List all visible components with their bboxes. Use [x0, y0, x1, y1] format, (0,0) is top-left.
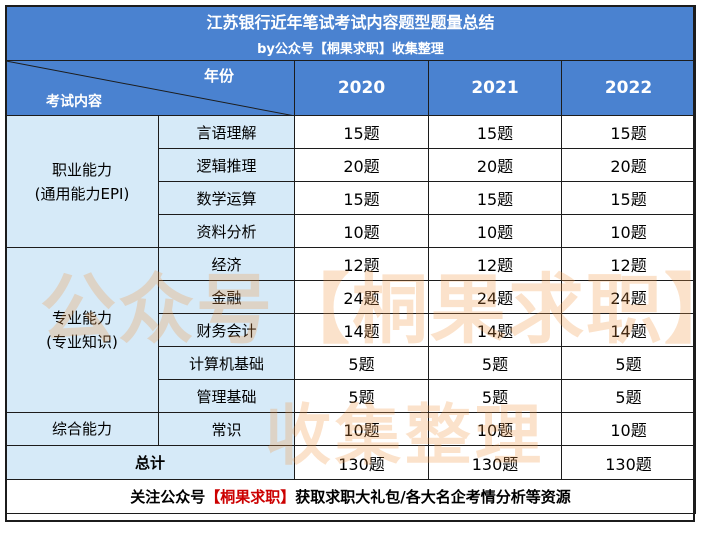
footer-prefix: 关注公众号 — [130, 488, 206, 506]
year-header-label: 年份 — [203, 67, 234, 85]
table-row: 计算机基础 5题 5题 5题 — [6, 346, 697, 380]
table-row: 资料分析 10题 10题 10题 — [6, 214, 697, 248]
value-cell: 14题 — [294, 313, 429, 347]
table-row: 专业能力 (专业知识) 经济 12题 12题 12题 — [5, 247, 697, 413]
table-row: 管理基础 5题 5题 5题 — [6, 379, 697, 413]
subject-cell: 金融 — [158, 280, 295, 314]
subject-cell: 管理基础 — [158, 379, 295, 413]
total-label: 总计 — [5, 445, 295, 480]
category-name: 专业能力 — [51, 309, 112, 327]
value-cell: 20题 — [428, 148, 562, 182]
value-cell: 15题 — [560, 181, 697, 215]
value-cell: 12题 — [560, 247, 697, 281]
year-column-header: 2021 — [428, 60, 562, 116]
content-header-label: 考试内容 — [46, 94, 102, 110]
value-cell: 10题 — [428, 214, 562, 248]
value-cell: 5题 — [560, 346, 697, 380]
value-cell: 5题 — [294, 346, 429, 380]
subject-cell: 经济 — [158, 247, 295, 281]
value-cell: 5题 — [294, 379, 429, 413]
category-name: 职业能力 — [51, 160, 112, 179]
table-row: 数学运算 15题 15题 15题 — [6, 181, 697, 215]
value-cell: 24题 — [428, 280, 562, 314]
subject-cell: 言语理解 — [158, 115, 295, 149]
value-cell: 5题 — [560, 379, 697, 413]
value-cell: 15题 — [294, 181, 429, 215]
year-column-header: 2022 — [560, 60, 697, 116]
value-cell: 20题 — [294, 148, 429, 182]
table-title: 江苏银行近年笔试考试内容题型题量总结 — [4, 5, 697, 36]
table-row: 金融 24题 24题 24题 — [6, 280, 697, 314]
value-cell: 15题 — [294, 115, 429, 149]
total-value-cell: 130题 — [560, 445, 697, 480]
outer-border — [5, 5, 695, 522]
subject-cell: 财务会计 — [158, 313, 295, 347]
value-cell: 5题 — [428, 346, 562, 380]
value-cell: 20题 — [560, 148, 697, 182]
diagonal-line — [6, 61, 295, 116]
total-value-cell: 130题 — [428, 445, 562, 480]
category-subname: (专业知识) — [46, 333, 118, 351]
footer-suffix: 获取求职大礼包/各大名企考情分析等资源 — [295, 488, 571, 506]
footer-row: 关注公众号【桐果求职】获取求职大礼包/各大名企考情分析等资源 — [4, 479, 697, 514]
table-row: 财务会计 14题 14题 14题 — [6, 313, 697, 347]
subject-cell: 资料分析 — [158, 214, 295, 248]
value-cell: 10题 — [560, 412, 697, 446]
value-cell: 24题 — [294, 280, 429, 314]
exam-summary-table: 江苏银行近年笔试考试内容题型题量总结 by公众号【桐果求职】收集整理 年份 考试… — [4, 5, 697, 514]
total-row: 总计 130题 130题 130题 — [5, 445, 697, 480]
value-cell: 12题 — [428, 247, 562, 281]
value-cell: 14题 — [560, 313, 697, 347]
footer-highlight: 【桐果求职】 — [205, 488, 296, 506]
value-cell: 10题 — [428, 412, 562, 446]
subject-cell: 计算机基础 — [158, 346, 295, 380]
value-cell: 10题 — [560, 214, 697, 248]
footer-text: 关注公众号【桐果求职】获取求职大礼包/各大名企考情分析等资源 — [4, 479, 697, 514]
value-cell: 15题 — [560, 115, 697, 149]
value-cell: 15题 — [428, 181, 562, 215]
value-cell: 24题 — [560, 280, 697, 314]
table-row: 逻辑推理 20题 20题 20题 — [6, 148, 697, 182]
diagonal-header-cell: 年份 考试内容 — [5, 60, 295, 116]
total-value-cell: 130题 — [294, 445, 429, 480]
table-row: 综合能力 常识 10题 10题 10题 — [5, 412, 697, 446]
value-cell: 15题 — [428, 115, 562, 149]
category-subname: (通用能力EPI) — [34, 184, 130, 203]
value-cell: 14题 — [428, 313, 562, 347]
subject-cell: 逻辑推理 — [158, 148, 295, 182]
year-column-header: 2020 — [294, 60, 429, 116]
